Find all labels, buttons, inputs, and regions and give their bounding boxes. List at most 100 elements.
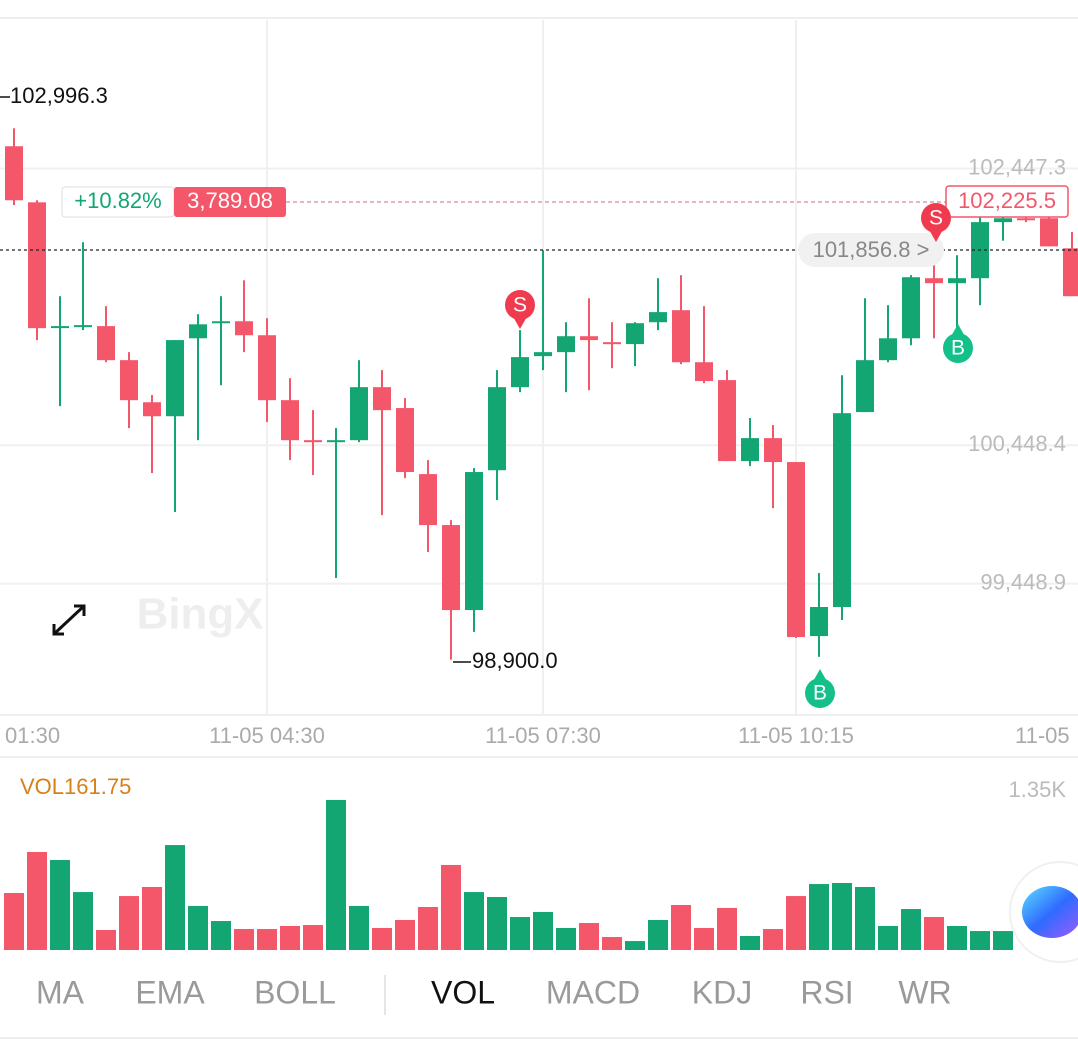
volume-bar [119,896,139,950]
current-price-text[interactable]: 101,856.8 > [813,237,930,262]
signal-label: S [929,207,943,230]
volume-bar [740,935,760,950]
candle-body [879,338,897,361]
candle-body [143,402,161,417]
candle-body [856,360,874,413]
candle-body [1017,218,1035,221]
volume-bar [441,864,461,950]
volume-bar [257,929,277,950]
signal-marker [921,203,951,233]
candle-body [189,324,207,339]
signal-marker [805,678,835,708]
indicator-tab[interactable]: KDJ [692,974,752,1010]
volume-bar [372,927,392,950]
signal-label: B [813,682,827,705]
volume-bar [832,882,852,950]
candle-body [235,321,253,336]
indicator-tab[interactable]: MACD [546,974,640,1010]
expand-icon[interactable] [52,604,86,636]
y-tick-label: 102,447.3 [968,154,1066,179]
volume-bar [924,917,944,950]
volume-bar [464,892,484,950]
candle-body [833,413,851,608]
volume-bar [510,917,530,950]
indicator-tab[interactable]: EMA [135,974,205,1010]
candle-body [534,352,552,357]
volume-bar [625,941,645,950]
indicator-tab[interactable]: BOLL [254,974,336,1010]
candle-body [281,400,299,441]
last-price-text: 102,225.5 [958,188,1056,213]
candle-body [488,387,506,471]
candle-body [695,362,713,382]
high-annotation: 102,996.3 [10,83,108,108]
volume-bar [786,896,806,950]
volume-bar [947,925,967,950]
volume-bar [579,923,599,950]
watermark: BingX [136,590,263,639]
volume-bar [533,911,553,950]
volume-bar [326,799,346,950]
candle-body [741,438,759,462]
candle-body [28,202,46,329]
volume-bar [73,892,93,950]
candle-body [810,607,828,637]
candle-body [304,440,322,443]
candle-body [925,278,943,284]
signal-label: S [513,294,527,317]
change-text: +10.82% [74,188,161,213]
signal-label: B [951,337,965,360]
volume-bar [694,927,714,950]
candle-body [787,462,805,638]
candle-body [649,312,667,323]
candle-body [764,438,782,463]
volume-bar [27,852,47,950]
volume-label: VOL161.75 [20,774,131,799]
candle-body [1063,248,1078,297]
indicator-tab[interactable]: VOL [431,974,495,1010]
candle-body [120,360,138,401]
candle-body [603,342,621,345]
candle-body [626,323,644,345]
candle-body [258,335,276,401]
candle-body [166,340,184,417]
x-tick-label: 01:30 [5,723,60,748]
candle-body [5,146,23,201]
volume-bar [993,931,1013,950]
volume-bar [142,886,162,950]
volume-bar [165,845,185,950]
candle-body [74,325,92,328]
signal-marker [943,333,973,363]
volume-bar [602,937,622,950]
volume-bar [809,884,829,950]
y-tick-label: 99,448.9 [980,569,1066,594]
candle-body [1040,218,1058,247]
volume-bar [671,905,691,950]
candle-body [396,408,414,473]
indicator-tab[interactable]: MA [36,974,85,1010]
candle-body [718,380,736,462]
current-price-box [798,233,944,267]
volume-bar [901,909,921,950]
candle-body [419,474,437,526]
candle-body [994,218,1012,223]
candle-body [511,357,529,388]
amount-text: 3,789.08 [187,188,273,213]
indicator-tab[interactable]: WR [898,974,951,1010]
volume-bar [855,886,875,950]
volume-bar [763,929,783,950]
candle-body [51,326,69,329]
volume-bar [280,925,300,950]
floating-button[interactable] [1009,861,1078,963]
signal-marker [505,290,535,320]
volume-bar [878,925,898,950]
candle-body [442,525,460,611]
x-tick-label: 11-05 04:30 [209,723,325,748]
candle-body [350,387,368,441]
candle-body [948,278,966,284]
volume-tick-label: 1.35K [1009,777,1067,802]
indicator-tab[interactable]: RSI [800,974,853,1010]
candle-body [672,310,690,363]
y-tick-label: 100,448.4 [968,431,1066,456]
